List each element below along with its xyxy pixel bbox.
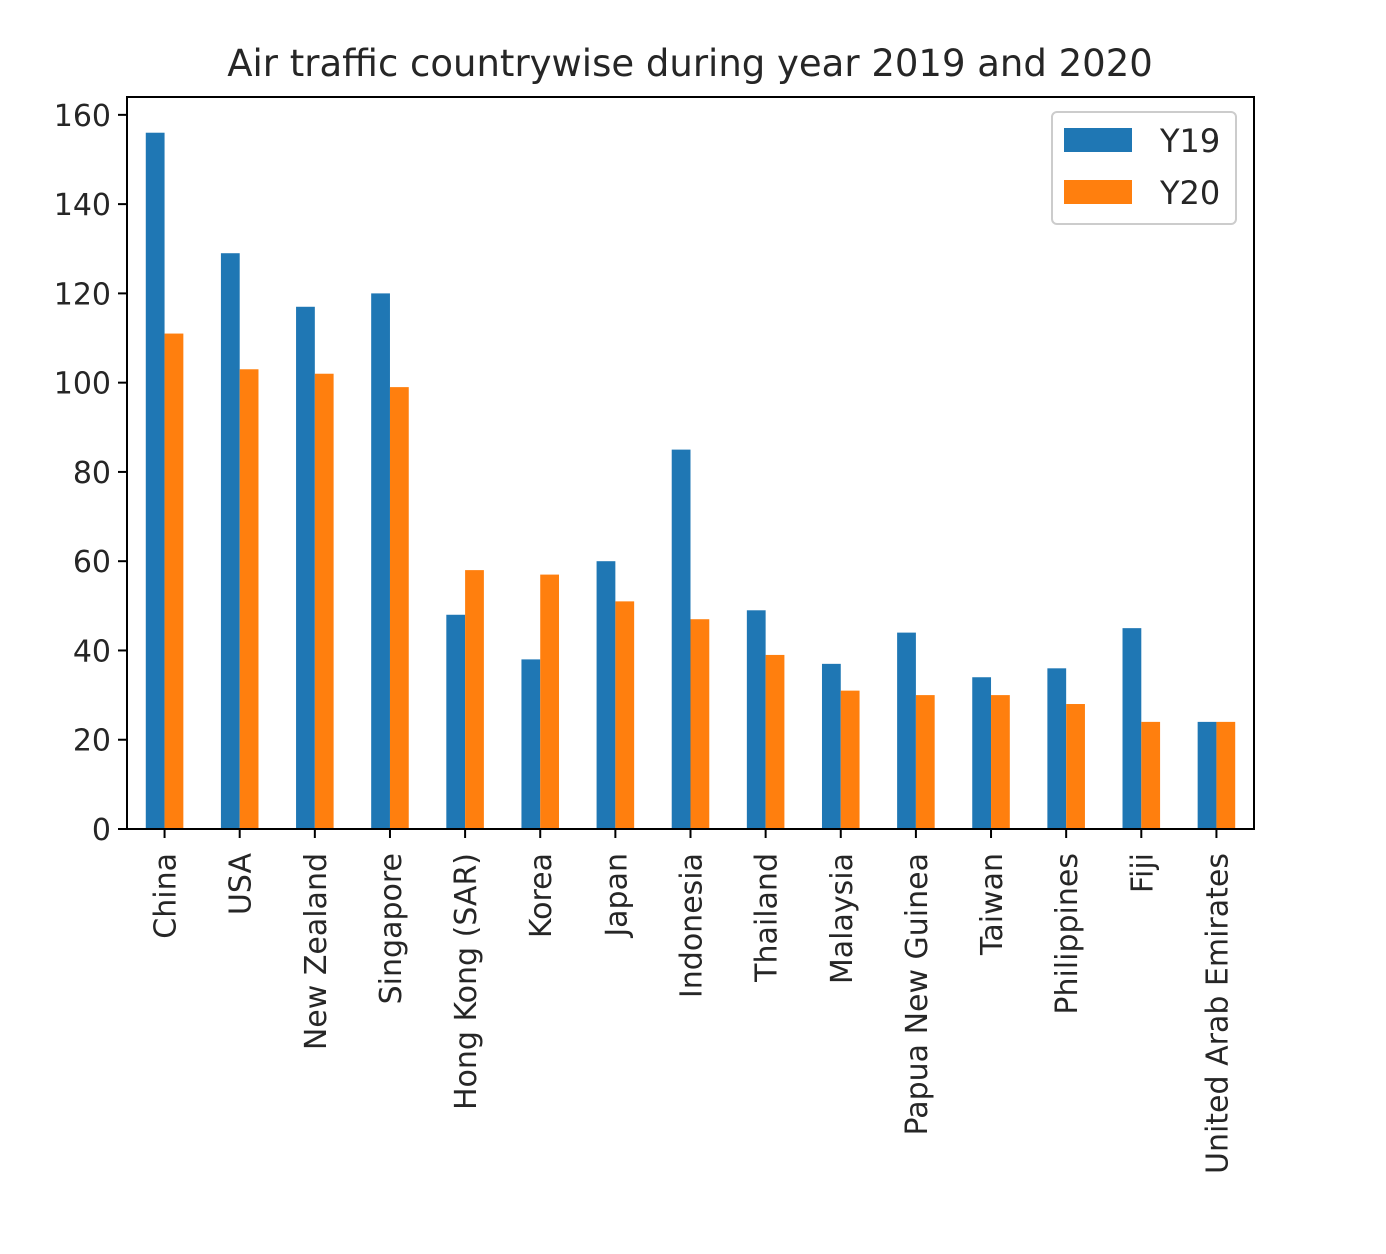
y-tick-label: 80: [73, 456, 111, 491]
legend-label-y19: Y19: [1159, 122, 1220, 160]
bar-y19: [821, 663, 841, 829]
bar-y19: [746, 610, 766, 829]
legend-swatch-y20: [1064, 180, 1132, 204]
bar-y20: [840, 690, 860, 829]
y-tick-label: 20: [73, 724, 111, 759]
bar-y20: [1141, 721, 1161, 829]
x-tick-label: Philippines: [1050, 853, 1085, 1015]
bar-y19: [972, 677, 992, 829]
bar-y20: [991, 695, 1010, 829]
x-tick-label: Singapore: [374, 853, 409, 1004]
bar-y20: [389, 387, 409, 829]
bar-y19: [371, 293, 390, 829]
x-tick-label: Japan: [599, 853, 634, 939]
x-tick-label: New Zealand: [299, 853, 334, 1050]
bar-y20: [690, 619, 710, 829]
x-tick-label: USA: [224, 853, 259, 916]
x-tick-label: China: [149, 853, 184, 939]
y-tick-label: 0: [92, 813, 111, 848]
y-tick-label: 140: [54, 188, 111, 223]
x-tick-label: Fiji: [1125, 853, 1160, 893]
bar-y19: [220, 253, 240, 830]
x-tick-label: Malaysia: [825, 853, 860, 984]
y-tick-label: 60: [73, 545, 111, 580]
bar-y20: [239, 369, 259, 829]
x-tick-label: Indonesia: [675, 853, 710, 998]
chart-title: Air traffic countrywise during year 2019…: [227, 42, 1153, 85]
x-tick-label: Thailand: [750, 853, 785, 983]
plot-frame: [126, 96, 1255, 830]
x-tick-label: Hong Kong (SAR): [449, 853, 484, 1110]
bar-y20: [765, 654, 785, 829]
x-tick-label: United Arab Emirates: [1200, 853, 1235, 1174]
legend-label-y20: Y20: [1159, 174, 1220, 212]
bars-group: [145, 132, 1236, 830]
bar-y20: [615, 601, 635, 829]
bar-y20: [164, 333, 184, 829]
y-axis: 0 20 40 60 80 100 120 140 160: [54, 99, 127, 848]
legend-swatch-y19: [1064, 128, 1132, 152]
bar-y19: [596, 561, 616, 829]
y-tick-label: 160: [54, 99, 111, 134]
x-tick-label: Taiwan: [975, 853, 1010, 956]
bar-y20: [465, 570, 484, 829]
bar-y19: [897, 632, 916, 829]
bar-y19: [1122, 628, 1142, 829]
bar-y20: [1216, 721, 1236, 829]
y-tick-label: 120: [54, 277, 111, 312]
bar-y19: [1047, 668, 1067, 829]
bar-y19: [446, 614, 466, 829]
bar-y20: [1066, 704, 1085, 829]
bar-y20: [915, 695, 935, 829]
bar-y19: [1197, 721, 1217, 829]
bar-y19: [145, 132, 165, 829]
x-axis: China USA New Zealand Singapore Hong Kong (S…: [149, 829, 1235, 1174]
y-tick-label: 40: [73, 634, 111, 669]
x-tick-label: Korea: [524, 853, 559, 938]
bar-y19: [521, 659, 541, 829]
bar-y20: [314, 373, 334, 829]
y-tick-label: 100: [54, 367, 111, 402]
bar-y19: [296, 306, 315, 829]
bar-y19: [671, 449, 691, 829]
bar-y20: [540, 574, 560, 829]
x-tick-label: Papua New Guinea: [900, 853, 935, 1136]
